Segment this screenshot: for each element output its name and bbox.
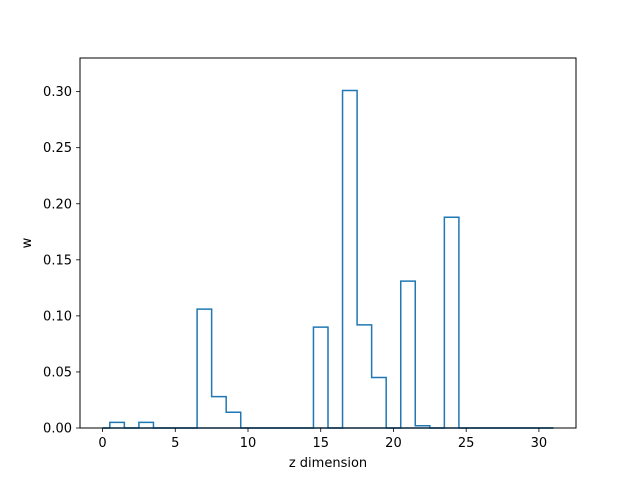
x-axis-ticks: 0 5 10 15 20 25 30 (98, 428, 547, 451)
x-tick-label: 15 (312, 436, 329, 451)
y-tick-label: 0.15 (43, 253, 72, 268)
x-tick-label: 20 (385, 436, 402, 451)
plot-frame (79, 57, 577, 429)
y-tick-label: 0.05 (43, 365, 72, 380)
x-axis-label: z dimension (289, 456, 367, 471)
y-axis-ticks: 0.00 0.05 0.10 0.15 0.20 0.25 0.30 (43, 85, 80, 437)
y-tick-label: 0.00 (43, 422, 72, 437)
series-line (102, 89, 554, 429)
x-tick-label: 0 (98, 436, 106, 451)
y-axis-label: w (20, 237, 35, 248)
y-tick-label: 0.10 (43, 309, 72, 324)
x-tick-label: 10 (240, 436, 257, 451)
y-tick-label: 0.25 (43, 141, 72, 156)
y-tick-label: 0.20 (43, 197, 72, 212)
x-tick-label: 25 (458, 436, 475, 451)
x-tick-label: 30 (531, 436, 548, 451)
x-tick-label: 5 (171, 436, 179, 451)
series-layer (102, 89, 554, 429)
y-tick-label: 0.30 (43, 85, 72, 100)
